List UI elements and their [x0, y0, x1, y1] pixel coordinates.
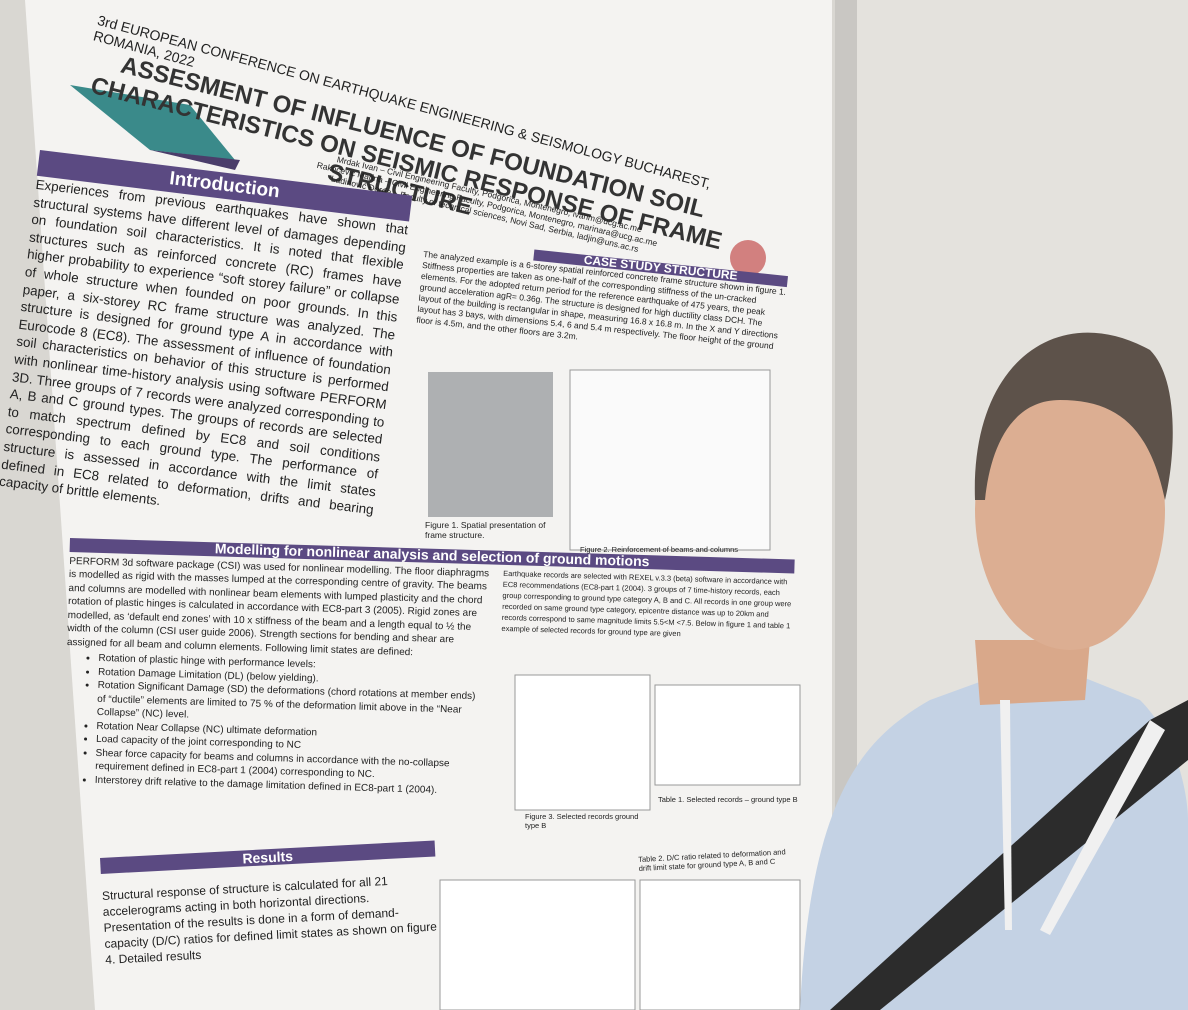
figure-2 [569, 369, 771, 551]
caption: Figure 1. Spatial presentation of frame … [425, 520, 546, 540]
limit-states: Rotation of plastic hinge with performan… [63, 651, 487, 798]
lanyard [1000, 700, 1012, 930]
figure-3 [514, 674, 651, 811]
panel-edge [835, 0, 857, 1010]
results: Results Structural response of structure… [100, 840, 440, 967]
paragraph: Experiences from previous earthquakes ha… [0, 176, 409, 517]
logo [150, 150, 240, 170]
figure-1 [428, 372, 553, 517]
caption: Table 1. Selected records – ground type … [658, 795, 798, 804]
paragraph: PERFORM 3d software package (CSI) was us… [66, 555, 490, 658]
figure-4 [639, 879, 801, 1010]
paragraph: Earthquake records are selected with REX… [501, 568, 792, 638]
modelling: Modelling for nonlinear analysis and sel… [63, 538, 795, 809]
neck [975, 640, 1090, 705]
column: PERFORM 3d software package (CSI) was us… [63, 554, 490, 800]
results-table [439, 879, 636, 1010]
table-1 [654, 684, 801, 786]
shirt [800, 660, 1188, 1010]
caption: Figure 3. Selected records ground type B [525, 812, 639, 830]
lanyard [1040, 720, 1165, 935]
introduction: Introduction Experiences from previous e… [0, 150, 413, 536]
caption: Figure 2. Reinforcement of beams and col… [580, 545, 738, 554]
logo [70, 85, 235, 160]
face [975, 370, 1165, 650]
university-emblem [730, 240, 766, 276]
hair [974, 332, 1173, 500]
